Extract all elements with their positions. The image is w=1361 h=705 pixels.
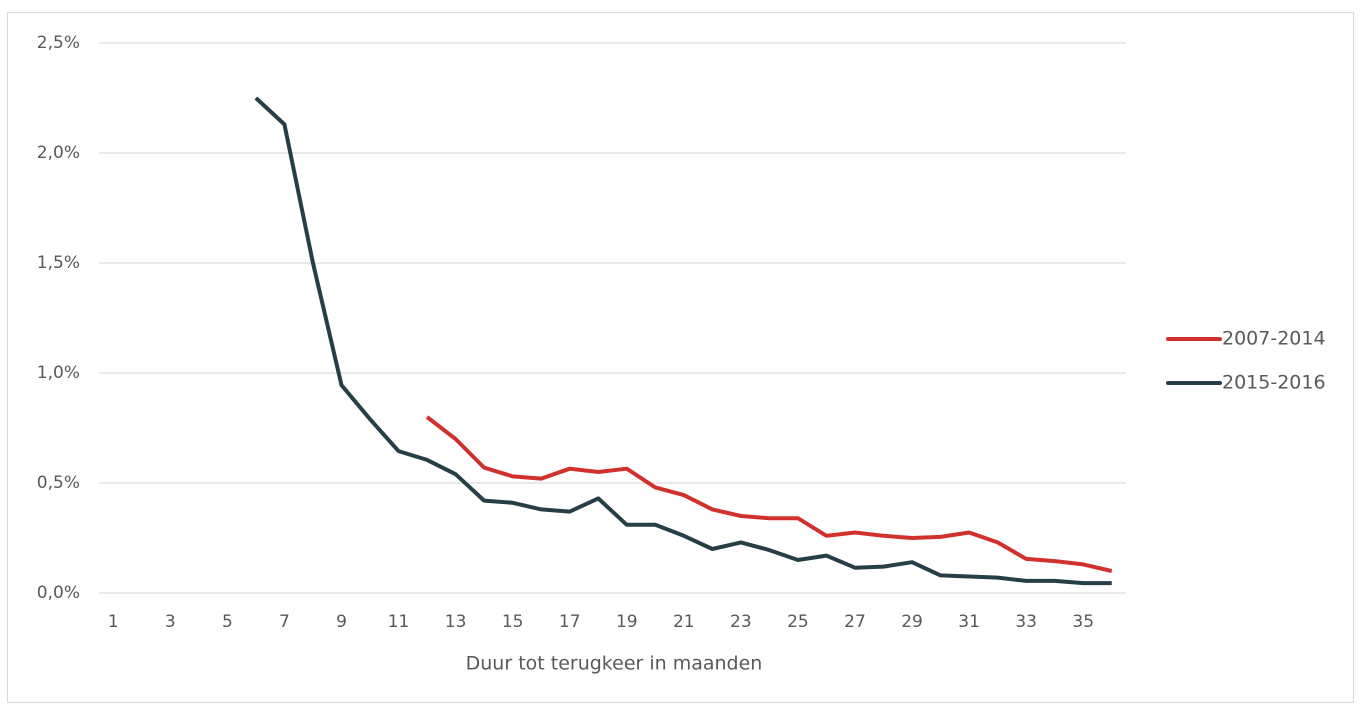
- x-tick-label: 35: [1072, 612, 1094, 632]
- legend-label: 2015-2016: [1222, 372, 1326, 394]
- y-tick-label: 1,0%: [37, 363, 80, 383]
- x-tick-label: 15: [502, 612, 524, 632]
- x-tick-label: 13: [445, 612, 467, 632]
- y-tick-label: 0,0%: [37, 583, 80, 603]
- x-tick-label: 11: [388, 612, 410, 632]
- y-tick-label: 0,5%: [37, 473, 80, 493]
- x-tick-label: 19: [616, 612, 638, 632]
- x-tick-label: 29: [901, 612, 923, 632]
- x-tick-label: 27: [844, 612, 866, 632]
- x-tick-label: 33: [1015, 612, 1037, 632]
- x-tick-label: 21: [673, 612, 695, 632]
- legend-label: 2007-2014: [1222, 328, 1326, 350]
- chart-border: [7, 12, 1354, 703]
- x-tick-label: 23: [730, 612, 752, 632]
- y-tick-label: 2,0%: [37, 143, 80, 163]
- series-line: [254, 96, 1112, 586]
- x-tick-label: 5: [222, 612, 233, 632]
- x-tick-label: 31: [958, 612, 980, 632]
- x-tick-label: 9: [336, 612, 347, 632]
- series-line: [425, 415, 1113, 573]
- y-tick-label: 1,5%: [37, 253, 80, 273]
- y-tick-label: 2,5%: [37, 33, 80, 53]
- x-tick-label: 17: [559, 612, 581, 632]
- x-tick-label: 1: [108, 612, 119, 632]
- x-tick-label: 7: [279, 612, 290, 632]
- x-tick-label: 3: [165, 612, 176, 632]
- x-tick-label: 25: [787, 612, 809, 632]
- x-axis-label: Duur tot terugkeer in maanden: [466, 653, 763, 675]
